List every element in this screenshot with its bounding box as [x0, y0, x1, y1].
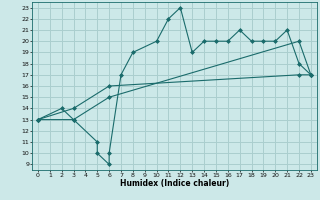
X-axis label: Humidex (Indice chaleur): Humidex (Indice chaleur): [120, 179, 229, 188]
